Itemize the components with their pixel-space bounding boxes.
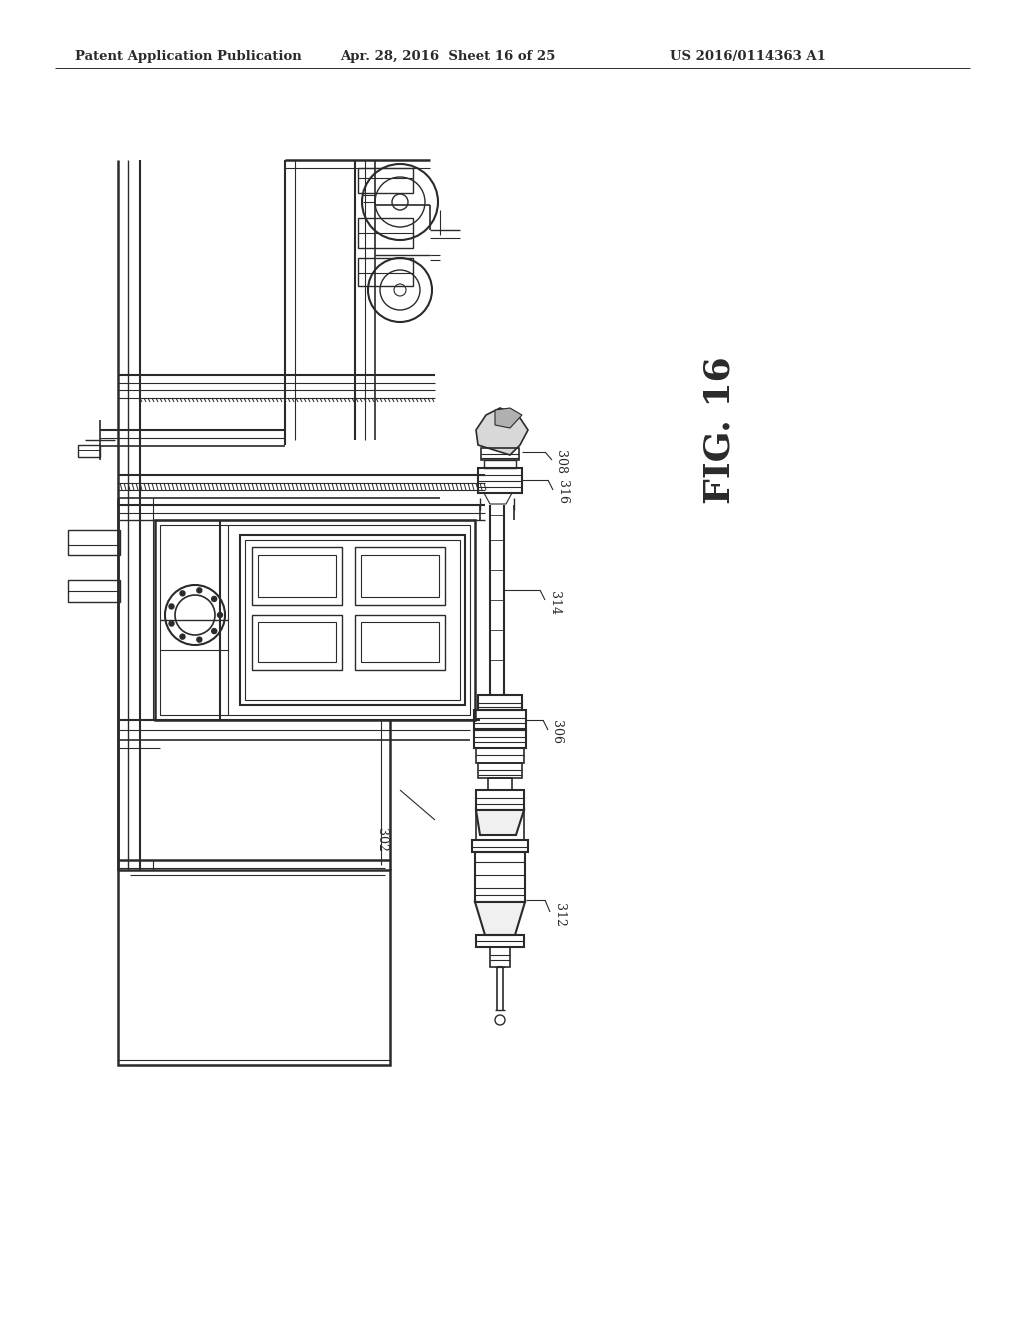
Bar bbox=[358, 257, 413, 286]
Polygon shape bbox=[476, 408, 528, 455]
Bar bbox=[475, 851, 525, 902]
Bar bbox=[474, 710, 526, 730]
Bar bbox=[252, 546, 342, 605]
Bar bbox=[490, 946, 510, 968]
Bar bbox=[488, 777, 512, 789]
Bar bbox=[355, 546, 445, 605]
Bar bbox=[358, 218, 413, 248]
Text: FIG. 16: FIG. 16 bbox=[703, 356, 737, 504]
Bar bbox=[478, 696, 522, 710]
Text: 308: 308 bbox=[554, 450, 567, 474]
Bar bbox=[484, 459, 516, 469]
Text: 316: 316 bbox=[556, 480, 569, 504]
Bar bbox=[476, 748, 524, 763]
Bar bbox=[252, 615, 342, 671]
Bar bbox=[361, 622, 439, 663]
Text: 306: 306 bbox=[550, 719, 563, 744]
Bar bbox=[118, 870, 390, 1065]
Circle shape bbox=[197, 587, 202, 593]
Bar bbox=[78, 445, 100, 457]
Bar bbox=[361, 554, 439, 597]
Bar bbox=[245, 540, 460, 700]
Bar bbox=[258, 554, 336, 597]
Bar bbox=[68, 531, 120, 554]
Circle shape bbox=[180, 634, 185, 639]
Bar bbox=[160, 525, 470, 715]
Circle shape bbox=[169, 605, 174, 609]
Text: Patent Application Publication: Patent Application Publication bbox=[75, 50, 302, 63]
Text: Apr. 28, 2016  Sheet 16 of 25: Apr. 28, 2016 Sheet 16 of 25 bbox=[340, 50, 555, 63]
Text: 302: 302 bbox=[375, 828, 388, 851]
Circle shape bbox=[197, 638, 202, 642]
Bar bbox=[472, 840, 528, 851]
Circle shape bbox=[180, 591, 185, 595]
Text: US 2016/0114363 A1: US 2016/0114363 A1 bbox=[670, 50, 826, 63]
Bar bbox=[481, 447, 519, 459]
Bar bbox=[478, 469, 522, 492]
Bar bbox=[476, 935, 524, 946]
Circle shape bbox=[169, 620, 174, 626]
Circle shape bbox=[217, 612, 222, 618]
Bar bbox=[68, 579, 120, 602]
Polygon shape bbox=[475, 902, 525, 935]
Bar bbox=[358, 168, 413, 193]
Polygon shape bbox=[495, 408, 522, 428]
Bar bbox=[258, 622, 336, 663]
Bar bbox=[155, 520, 475, 719]
Circle shape bbox=[212, 628, 217, 634]
Polygon shape bbox=[476, 810, 524, 836]
Bar bbox=[478, 763, 522, 777]
Circle shape bbox=[212, 597, 217, 602]
Bar bbox=[476, 789, 524, 810]
Bar bbox=[355, 615, 445, 671]
Text: 312: 312 bbox=[553, 903, 566, 927]
Bar bbox=[240, 535, 465, 705]
Bar bbox=[474, 730, 526, 748]
Text: 314: 314 bbox=[548, 591, 561, 615]
